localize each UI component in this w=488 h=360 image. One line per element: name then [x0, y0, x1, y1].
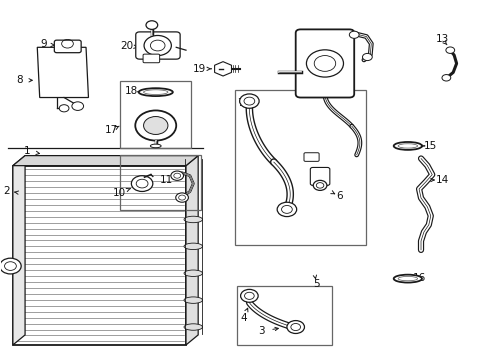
- Polygon shape: [214, 62, 231, 76]
- Polygon shape: [13, 156, 198, 166]
- Ellipse shape: [150, 144, 161, 148]
- Ellipse shape: [183, 324, 202, 330]
- Text: 18: 18: [124, 86, 138, 96]
- Text: 2: 2: [3, 186, 10, 196]
- Text: 5: 5: [313, 279, 319, 289]
- Text: 17: 17: [105, 125, 118, 135]
- Circle shape: [59, 105, 69, 112]
- Circle shape: [135, 111, 176, 140]
- Text: 6: 6: [335, 191, 342, 201]
- Ellipse shape: [139, 88, 172, 96]
- FancyBboxPatch shape: [310, 167, 329, 185]
- Text: 15: 15: [423, 141, 436, 151]
- Text: 13: 13: [434, 35, 447, 44]
- Polygon shape: [13, 166, 185, 345]
- Polygon shape: [37, 47, 88, 98]
- Bar: [120, 81, 190, 148]
- Text: 19: 19: [193, 64, 206, 74]
- FancyBboxPatch shape: [136, 32, 180, 59]
- Circle shape: [170, 171, 183, 180]
- Text: 9: 9: [40, 40, 47, 49]
- Circle shape: [362, 53, 371, 60]
- Polygon shape: [185, 156, 198, 345]
- Text: 11: 11: [160, 175, 173, 185]
- Text: 10: 10: [113, 188, 126, 198]
- Bar: [120, 155, 200, 211]
- Bar: [234, 90, 366, 244]
- Circle shape: [146, 21, 158, 30]
- Circle shape: [175, 193, 188, 202]
- Text: 8: 8: [16, 75, 22, 85]
- Text: 4: 4: [240, 313, 246, 323]
- FancyBboxPatch shape: [54, 40, 81, 53]
- Circle shape: [143, 117, 167, 134]
- Circle shape: [306, 50, 343, 77]
- Circle shape: [239, 94, 259, 108]
- Text: 7: 7: [237, 98, 244, 108]
- Circle shape: [445, 47, 454, 53]
- Circle shape: [240, 289, 258, 302]
- Circle shape: [441, 75, 450, 81]
- Circle shape: [313, 180, 326, 190]
- Text: 1: 1: [24, 146, 31, 156]
- Circle shape: [72, 102, 83, 111]
- Circle shape: [131, 176, 153, 192]
- FancyBboxPatch shape: [295, 30, 353, 98]
- Circle shape: [0, 258, 21, 274]
- Ellipse shape: [183, 243, 202, 249]
- Ellipse shape: [183, 216, 202, 223]
- Text: 14: 14: [434, 175, 447, 185]
- Text: 20: 20: [120, 41, 133, 50]
- Ellipse shape: [393, 142, 421, 150]
- Circle shape: [144, 36, 171, 55]
- Circle shape: [348, 31, 358, 39]
- Circle shape: [286, 320, 304, 333]
- Circle shape: [277, 202, 296, 217]
- Ellipse shape: [183, 270, 202, 276]
- Text: 16: 16: [411, 273, 425, 283]
- Ellipse shape: [183, 297, 202, 303]
- Bar: [237, 286, 331, 345]
- Text: 3: 3: [258, 326, 264, 336]
- Ellipse shape: [393, 275, 421, 283]
- FancyBboxPatch shape: [304, 153, 319, 161]
- Text: 12: 12: [293, 35, 306, 45]
- FancyBboxPatch shape: [143, 54, 159, 63]
- Polygon shape: [13, 156, 25, 345]
